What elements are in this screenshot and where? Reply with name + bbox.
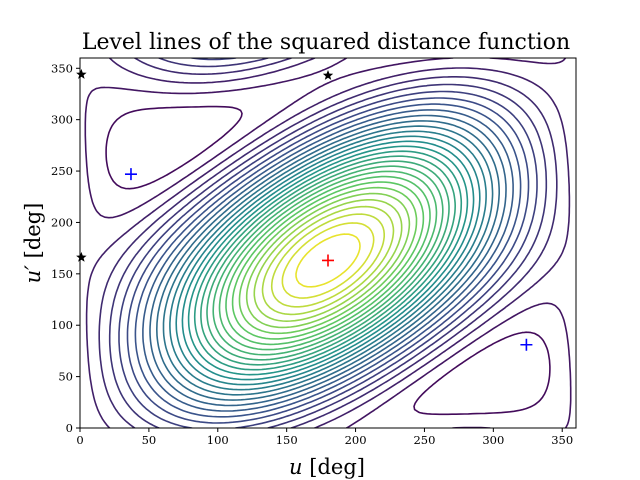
contour-level-line <box>212 165 444 356</box>
x-tick-label: 50 <box>142 433 157 447</box>
y-tick-label: 200 <box>51 215 73 229</box>
y-axis-ticks: 0 50 100 150 200 250 300 350 <box>51 61 80 435</box>
contour-level-line <box>142 109 514 412</box>
contour-level-line <box>156 120 500 401</box>
y-axis-label: u′ [deg] <box>21 203 45 284</box>
contour-level-line <box>175 135 481 386</box>
minimum-star-marker <box>76 251 87 262</box>
x-tick-label: 200 <box>345 433 367 447</box>
contour-level-line <box>187 145 469 376</box>
saddle-cross-marker <box>520 338 533 351</box>
x-tick-label: 150 <box>276 433 298 447</box>
contour-level-line <box>270 213 385 308</box>
contour-level-line <box>181 140 475 381</box>
contour-level-line <box>281 222 375 299</box>
y-tick-label: 250 <box>51 164 73 178</box>
contour-level-line <box>245 192 411 329</box>
y-tick-label: 150 <box>51 267 73 281</box>
minimum-star-marker <box>322 70 334 80</box>
contour-level-line <box>126 97 530 424</box>
contour-level-line <box>193 150 463 371</box>
contour-level-line <box>295 233 361 288</box>
contour-level-line <box>225 175 431 346</box>
y-tick-label: 350 <box>51 61 73 75</box>
plot-frame <box>79 57 577 429</box>
contour-level-line <box>253 199 403 322</box>
y-tick-label: 100 <box>51 318 73 332</box>
contour-level-line <box>105 105 551 416</box>
contour-level-line <box>231 181 425 340</box>
saddle-cross-marker <box>124 168 137 181</box>
x-tick-label: 100 <box>207 433 229 447</box>
x-tick-label: 250 <box>413 433 435 447</box>
contour-level-line <box>84 58 572 428</box>
x-tick-label: 0 <box>76 433 83 447</box>
contour-level-line <box>238 186 418 335</box>
x-tick-label: 350 <box>551 433 573 447</box>
contour-level-line <box>98 58 558 428</box>
x-tick-label: 300 <box>482 433 504 447</box>
x-axis-label: u [deg] <box>289 455 365 479</box>
contour-level-line <box>200 155 456 366</box>
maximum-cross-marker <box>322 254 334 267</box>
chart-title: Level lines of the squared distance func… <box>82 30 570 55</box>
contour-level-line <box>134 103 522 418</box>
contour-level-line <box>169 130 487 391</box>
contour-level-line <box>162 125 494 396</box>
critical-points <box>76 68 533 351</box>
y-tick-label: 0 <box>66 421 73 435</box>
contour-level-line <box>206 160 450 361</box>
contour-level-line <box>261 205 395 316</box>
contour-level-line <box>149 114 507 407</box>
y-tick-label: 50 <box>58 370 73 384</box>
contour-plot <box>84 58 572 428</box>
contour-level-line <box>85 58 571 428</box>
x-axis-ticks: 0 50 100 150 200 250 300 350 <box>76 428 573 447</box>
y-tick-label: 300 <box>51 113 73 127</box>
minimum-star-marker <box>76 68 87 79</box>
contour-level-line <box>118 58 538 428</box>
contour-level-line <box>108 58 548 428</box>
contour-level-line <box>218 170 438 351</box>
